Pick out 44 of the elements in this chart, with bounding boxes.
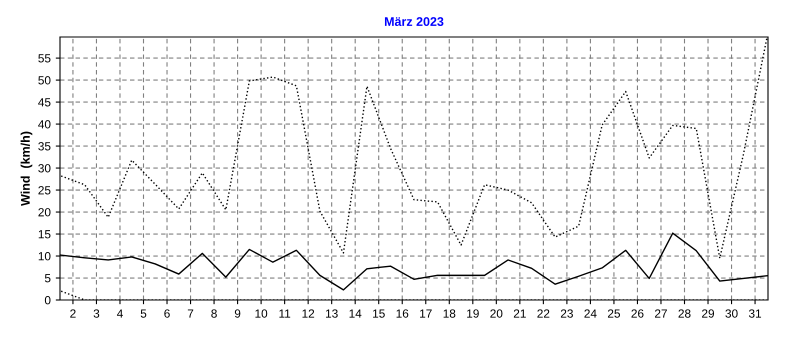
chart-title: März 2023 [384,17,444,26]
x-tick-label: 18 [444,309,456,318]
x-tick-label: 24 [584,309,597,318]
x-tick-label: 12 [302,309,314,318]
y-tick-label: 45 [38,98,50,106]
y-tick-label: 5 [44,274,50,282]
y-tick-label: 15 [38,230,50,238]
x-tick-label: 31 [748,309,762,318]
x-tick-label: 8 [211,309,217,318]
x-tick-label: 27 [655,309,667,318]
x-tick-label: 3 [94,309,100,318]
x-tick-label: 4 [116,309,123,318]
y-tick-label: 30 [38,164,51,172]
x-tick-label: 25 [608,309,620,318]
x-tick-label: 10 [255,309,268,318]
x-tick-label: 9 [234,309,240,318]
y-tick-label: 20 [38,208,51,216]
x-tick-label: 30 [725,309,738,318]
x-tick-label: 5 [140,309,146,318]
y-tick-label: 35 [38,142,50,150]
x-tick-label: 28 [678,309,691,318]
x-tick-label: 14 [350,309,362,318]
x-tick-label: 11 [279,309,290,318]
y-axis-title: Wind (km/h) [20,132,32,206]
y-tick-label: 55 [38,54,50,63]
x-tick-label: 19 [467,309,479,318]
x-tick-label: 7 [188,309,194,318]
x-tick-label: 21 [514,309,526,318]
x-tick-label: 20 [490,309,502,318]
y-tick-label: 40 [38,120,51,128]
y-tick-label: 25 [38,186,50,194]
x-tick-label: 23 [560,309,573,318]
x-tick-label: 6 [164,309,170,318]
x-tick-label: 15 [373,309,385,318]
y-tick-label: 10 [38,252,51,260]
x-tick-label: 16 [396,309,408,318]
x-tick-label: 2 [70,309,76,318]
x-tick-label: 17 [420,309,432,318]
y-tick-label: 0 [44,296,51,304]
x-tick-label: 29 [702,309,714,318]
x-tick-label: 13 [326,309,338,318]
x-tick-label: 26 [631,309,644,318]
y-tick-label: 50 [38,76,51,84]
x-tick-label: 22 [537,309,550,318]
